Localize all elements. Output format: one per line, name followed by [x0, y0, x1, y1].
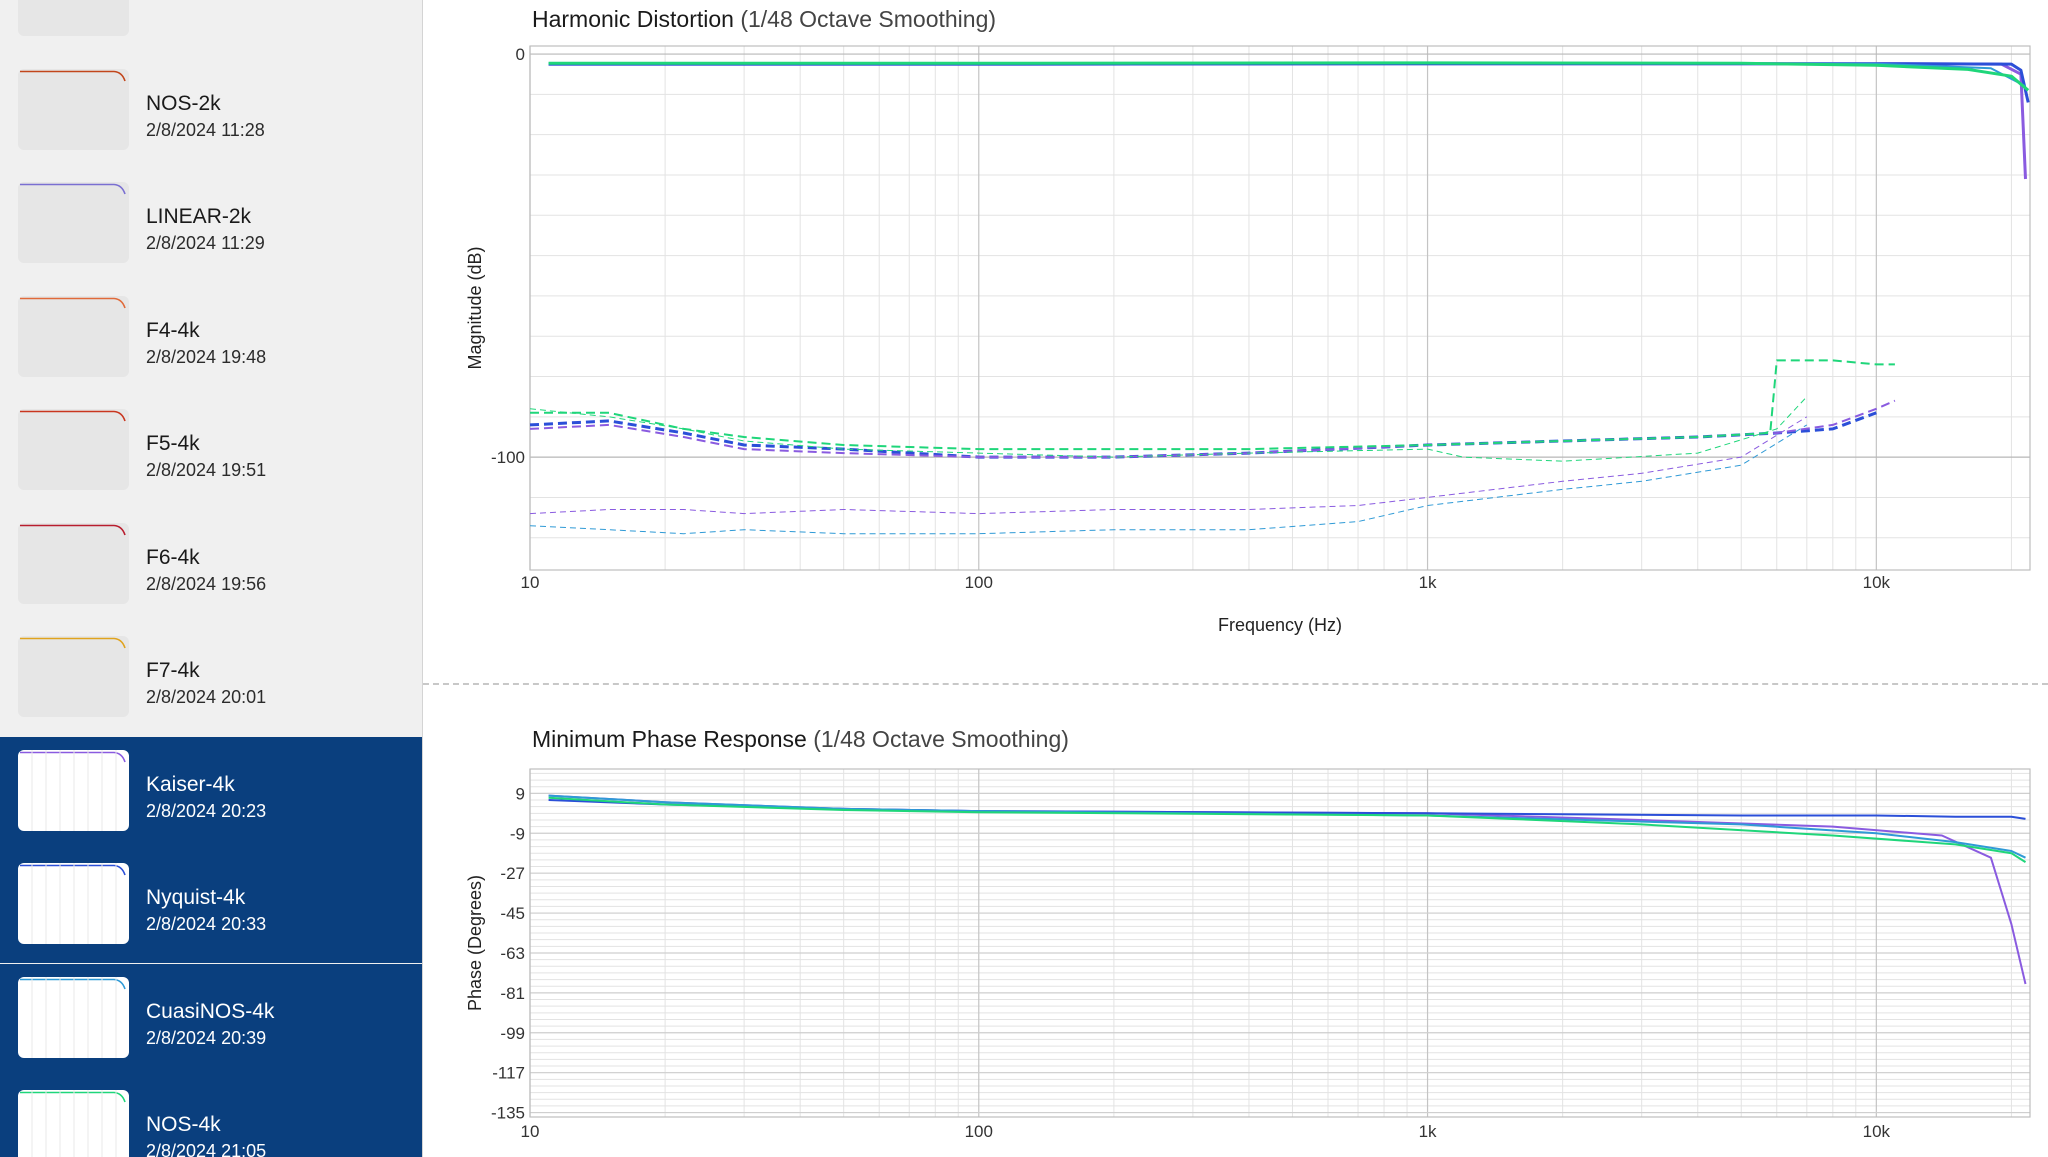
measurement-name: Kaiser-4k	[146, 772, 235, 796]
measurement-item-nos-2k[interactable]: NOS-2k 2/8/2024 11:28	[0, 56, 422, 169]
measurement-thumbnail	[18, 1090, 129, 1157]
measurement-item-linear-2k[interactable]: LINEAR-2k 2/8/2024 11:29	[0, 169, 422, 282]
x-tick-label: 10k	[1863, 573, 1891, 592]
y-tick-label: -63	[500, 944, 525, 963]
measurement-item[interactable]	[0, 0, 422, 55]
measurement-sidebar: NOS-2k 2/8/2024 11:28 LINEAR-2k 2/8/2024 11…	[0, 0, 423, 1157]
x-tick-label: 10k	[1863, 1122, 1891, 1141]
series-line-3	[548, 61, 2030, 92]
measurement-name: F6-4k	[146, 545, 200, 569]
phase-response-title: Minimum Phase Response (1/48 Octave Smoo…	[532, 726, 1069, 752]
y-tick-label: 0	[516, 45, 525, 64]
y-axis-label: Phase (Degrees)	[465, 875, 485, 1011]
measurement-name: F4-4k	[146, 318, 200, 342]
grid	[529, 769, 2030, 1117]
measurement-name: LINEAR-2k	[146, 205, 252, 228]
measurement-item-f7-4k[interactable]: F7-4k 2/8/2024 20:01	[0, 623, 422, 736]
series-line-5	[529, 399, 1896, 459]
grid	[529, 46, 2030, 570]
y-tick-label: -99	[500, 1024, 525, 1043]
measurement-name: Nyquist-4k	[146, 886, 246, 909]
measurement-name: CuasiNOS-4k	[146, 999, 275, 1023]
y-axis-label: Magnitude (dB)	[465, 246, 485, 369]
y-tick-label: -27	[500, 864, 525, 883]
measurement-date: 2/8/2024 20:01	[146, 687, 267, 707]
x-tick-label: 10	[521, 1122, 540, 1141]
y-tick-label: -81	[500, 984, 525, 1003]
y-tick-label: -117	[492, 1064, 525, 1083]
measurement-thumbnail	[18, 182, 129, 263]
y-tick-label: -9	[510, 824, 525, 843]
series-line-2	[548, 794, 2026, 859]
measurement-date: 2/8/2024 11:29	[146, 233, 265, 253]
harmonic-distortion-chart[interactable]: 10 100 1k 10k 0 -100 Frequency (Hz) Magnitude (…	[423, 0, 2048, 680]
series-line-7	[529, 396, 1808, 462]
measurement-thumbnail	[18, 976, 129, 1058]
measurement-item-kaiser-4k[interactable]: Kaiser-4k 2/8/2024 20:23	[0, 736, 422, 850]
measurement-thumbnail	[18, 636, 129, 717]
measurement-date: 2/8/2024 11:28	[146, 119, 265, 140]
x-tick-label: 1k	[1419, 1122, 1437, 1141]
x-tick-label: 100	[965, 573, 993, 592]
series-line-1	[548, 62, 2030, 103]
measurement-thumbnail	[18, 68, 129, 150]
measurement-thumbnail	[18, 0, 129, 36]
x-tick-label: 10	[521, 573, 540, 592]
measurement-thumbnail	[18, 863, 129, 944]
measurement-name: F7-4k	[146, 659, 200, 682]
measurement-item-cuasinos-4k[interactable]: CuasiNOS-4k 2/8/2024 20:39	[0, 963, 422, 1077]
measurement-name: NOS-2k	[146, 91, 221, 115]
y-tick-label: -100	[491, 448, 525, 467]
measurement-item-nos-4k[interactable]: NOS-4k 2/8/2024 21:05	[0, 1077, 422, 1157]
x-tick-label: 1k	[1419, 573, 1437, 592]
measurement-date: 2/8/2024 20:23	[146, 800, 267, 821]
x-tick-label: 100	[965, 1122, 993, 1141]
series-line-8	[529, 416, 1808, 515]
measurement-date: 2/8/2024 21:05	[146, 1141, 267, 1157]
measurement-date: 2/8/2024 19:56	[146, 573, 267, 594]
y-tick-label: -135	[491, 1104, 525, 1123]
measurement-date: 2/8/2024 20:33	[146, 914, 267, 934]
plot-frame	[529, 768, 2031, 1118]
phase-response-chart[interactable]: 10 100 1k 10k 9 -9 -27 -45 -63 -81 -99 -117 -135 Phas…	[423, 686, 2048, 1157]
series-line-3	[548, 796, 2027, 863]
series-line-9	[529, 424, 1808, 535]
chart-divider	[423, 683, 2048, 685]
measurement-name: NOS-4k	[146, 1113, 221, 1136]
series-line-0	[548, 794, 2027, 985]
measurement-thumbnail	[18, 522, 129, 604]
x-axis-label: Frequency (Hz)	[1218, 615, 1342, 635]
measurement-date: 2/8/2024 20:39	[146, 1027, 267, 1048]
harmonic-distortion-title: Harmonic Distortion (1/48 Octave Smoothi…	[532, 6, 997, 32]
series-line-6	[530, 359, 1895, 451]
measurement-date: 2/8/2024 19:48	[146, 346, 267, 367]
measurement-thumbnail	[18, 295, 129, 377]
series-line-2	[548, 61, 2026, 88]
series-line-0	[548, 62, 2027, 180]
measurement-thumbnail	[18, 749, 129, 831]
plot-frame	[529, 45, 2031, 571]
measurement-item-f6-4k[interactable]: F6-4k 2/8/2024 19:56	[0, 510, 422, 623]
measurement-item-f5-4k[interactable]: F5-4k 2/8/2024 19:51	[0, 396, 422, 509]
measurement-item-f4-4k[interactable]: F4-4k 2/8/2024 19:48	[0, 283, 422, 396]
measurement-name: F5-4k	[146, 432, 200, 455]
series-line-1	[548, 799, 2026, 820]
y-tick-label: 9	[516, 784, 525, 803]
y-tick-label: -45	[500, 904, 525, 923]
measurement-item-nyquist-4k[interactable]: Nyquist-4k 2/8/2024 20:33	[0, 850, 422, 963]
measurement-date: 2/8/2024 19:51	[146, 460, 267, 480]
measurement-thumbnail	[18, 409, 129, 490]
